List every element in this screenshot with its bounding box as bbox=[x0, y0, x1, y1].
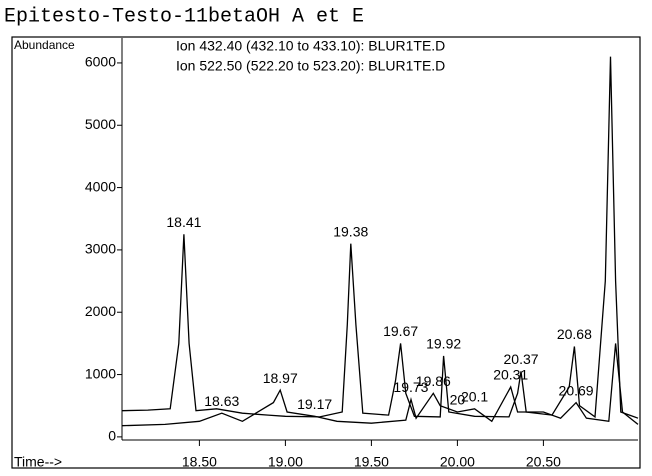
peak-label: 19.86 bbox=[416, 373, 451, 389]
peak-label: 20 bbox=[450, 392, 466, 408]
peak-label: 20.37 bbox=[504, 351, 539, 367]
ion-trace bbox=[121, 56, 639, 419]
y-axis-label: Abundance bbox=[14, 38, 75, 52]
peak-label: 19.38 bbox=[333, 223, 368, 239]
legend-label: Ion 522.50 (522.20 to 523.20): BLUR1TE.D bbox=[176, 58, 445, 74]
x-tick-label: 18.50 bbox=[182, 454, 217, 470]
ion-trace bbox=[121, 343, 639, 427]
y-tick-label: 4000 bbox=[85, 178, 116, 194]
y-tick-label: 0 bbox=[108, 428, 116, 444]
y-tick-label: 2000 bbox=[85, 303, 116, 319]
x-tick-label: 19.00 bbox=[268, 454, 303, 470]
peak-label: 20.31 bbox=[493, 367, 528, 383]
x-tick-label: 20.00 bbox=[440, 454, 475, 470]
x-tick-label: 19.50 bbox=[354, 454, 389, 470]
y-tick-label: 3000 bbox=[85, 241, 116, 257]
frame bbox=[11, 36, 641, 469]
x-tick-label: 20.50 bbox=[526, 454, 561, 470]
peak-label: 19.92 bbox=[426, 336, 461, 352]
peak-label: 19.67 bbox=[383, 323, 418, 339]
peak-label: 20.1 bbox=[461, 389, 488, 405]
y-tick-label: 1000 bbox=[85, 365, 116, 381]
y-tick-label: 5000 bbox=[85, 116, 116, 132]
peak-label: 20.68 bbox=[557, 326, 592, 342]
chart-title: Epitesto-Testo-11betaOH A et E bbox=[4, 5, 364, 28]
y-tick-label: 6000 bbox=[85, 54, 116, 70]
x-axis-label: Time--> bbox=[14, 454, 62, 470]
peak-label: 18.97 bbox=[263, 370, 298, 386]
peak-label: 19.17 bbox=[297, 396, 332, 412]
peak-label: 18.41 bbox=[166, 214, 201, 230]
legend-label: Ion 432.40 (432.10 to 433.10): BLUR1TE.D bbox=[176, 38, 445, 54]
peak-label: 20.69 bbox=[559, 382, 594, 398]
peak-label: 19.73 bbox=[393, 379, 428, 395]
peak-label: 18.63 bbox=[204, 393, 239, 409]
